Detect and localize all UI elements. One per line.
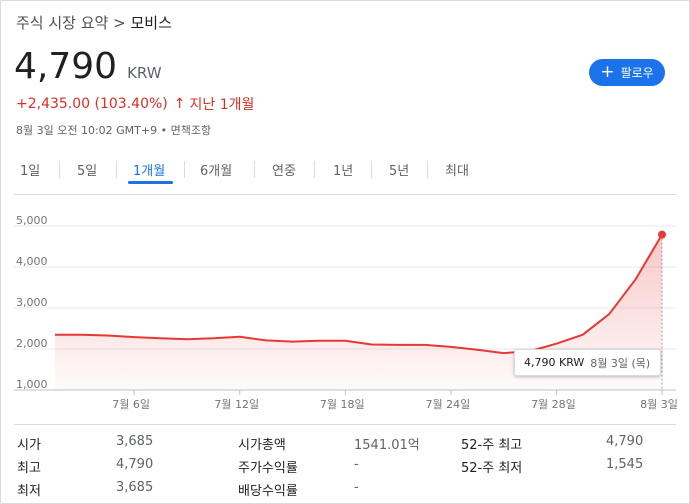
tab-divider	[314, 161, 315, 178]
y-tick-label: 2,000	[16, 337, 48, 350]
tab-divider	[371, 161, 372, 178]
y-tick-label: 5,000	[16, 214, 48, 227]
x-tick-label: 7월 6일	[112, 397, 150, 411]
tab-divider	[59, 161, 60, 178]
price-area	[55, 234, 662, 390]
change-period: 지난 1개월	[189, 97, 255, 113]
stat-high-label: 최고	[17, 461, 41, 476]
price-row: 4,790 KRW	[14, 46, 162, 87]
arrow-up-icon: ↑	[173, 96, 186, 112]
x-tick-label: 7월 12일	[214, 397, 259, 411]
hover-dot	[658, 230, 666, 239]
stat-pe-label: 주가수익률	[238, 461, 298, 476]
stat-open-value: 3,685	[116, 434, 154, 449]
tab-max[interactable]: 최대	[445, 164, 469, 179]
stat-52w-low-label: 52-주 최저	[461, 461, 523, 476]
current-price: 4,790	[14, 46, 118, 87]
tab-divider	[254, 161, 255, 178]
stat-dividend-label: 배당수익률	[238, 484, 298, 499]
chart-tooltip: 4,790 KRW 8월 3일 (목)	[514, 349, 661, 376]
breadcrumb-current: 모비스	[130, 14, 172, 32]
price-change: +2,435.00 (103.40%) ↑ 지난 1개월	[16, 94, 254, 114]
active-tab-indicator	[128, 181, 173, 184]
y-axis-labels: 5,000 4,000 3,000 2,000 1,000	[16, 214, 48, 391]
x-tick-label: 7월 28일	[531, 397, 576, 411]
plus-icon: +	[600, 62, 615, 82]
stat-high-value: 4,790	[116, 457, 154, 472]
x-axis-ticks: 7월 6일 7월 12일 7월 18일 7월 24일 7월 28일 8월 3일	[112, 390, 678, 411]
tab-5d[interactable]: 5일	[77, 164, 98, 179]
tab-divider	[116, 161, 117, 178]
tab-1m[interactable]: 1개월	[133, 164, 166, 179]
stat-pe-value: -	[354, 457, 359, 472]
tab-ytd[interactable]: 연중	[272, 164, 296, 179]
y-tick-label: 4,000	[16, 255, 48, 268]
tabs-divider	[14, 194, 676, 195]
x-tick-label: 8월 3일	[640, 397, 678, 411]
tab-5y[interactable]: 5년	[389, 164, 410, 179]
follow-button-label: 팔로우	[620, 66, 654, 80]
stat-open-label: 시가	[17, 438, 41, 453]
tooltip-date: 8월 3일 (목)	[590, 356, 651, 370]
currency-label: KRW	[127, 64, 162, 82]
stats-divider	[14, 424, 676, 425]
change-value: +2,435.00 (103.40%)	[16, 96, 168, 112]
tab-divider	[427, 161, 428, 178]
quote-timestamp: 8월 3일 오전 10:02 GMT+9 • 면책조항	[16, 124, 212, 137]
tab-1y[interactable]: 1년	[333, 164, 354, 179]
breadcrumb: 주식 시장 요약 > 모비스	[16, 12, 172, 33]
stat-low-label: 최저	[17, 484, 41, 499]
tooltip-price: 4,790 KRW	[524, 356, 585, 369]
tab-divider	[184, 161, 185, 178]
stat-dividend-value: -	[354, 480, 359, 495]
stat-low-value: 3,685	[116, 480, 154, 495]
y-tick-label: 3,000	[16, 296, 48, 309]
tab-1d[interactable]: 1일	[20, 164, 41, 179]
breadcrumb-parent[interactable]: 주식 시장 요약	[16, 14, 109, 32]
tab-6m[interactable]: 6개월	[200, 164, 233, 179]
stat-mktcap-label: 시가총액	[238, 438, 286, 453]
stat-52w-high-value: 4,790	[606, 434, 644, 449]
stat-52w-high-label: 52-주 최고	[461, 438, 523, 453]
x-tick-label: 7월 24일	[426, 397, 471, 411]
follow-button[interactable]: + 팔로우	[589, 59, 665, 86]
stat-mktcap-value: 1541.01억	[354, 438, 420, 453]
stat-52w-low-value: 1,545	[606, 457, 644, 472]
breadcrumb-separator: >	[113, 14, 126, 32]
price-line	[55, 234, 663, 355]
range-tabs: 1일 5일 1개월 6개월 연중 1년 5년 최대	[0, 156, 690, 186]
x-tick-label: 7월 18일	[320, 397, 365, 411]
y-tick-label: 1,000	[16, 378, 48, 391]
